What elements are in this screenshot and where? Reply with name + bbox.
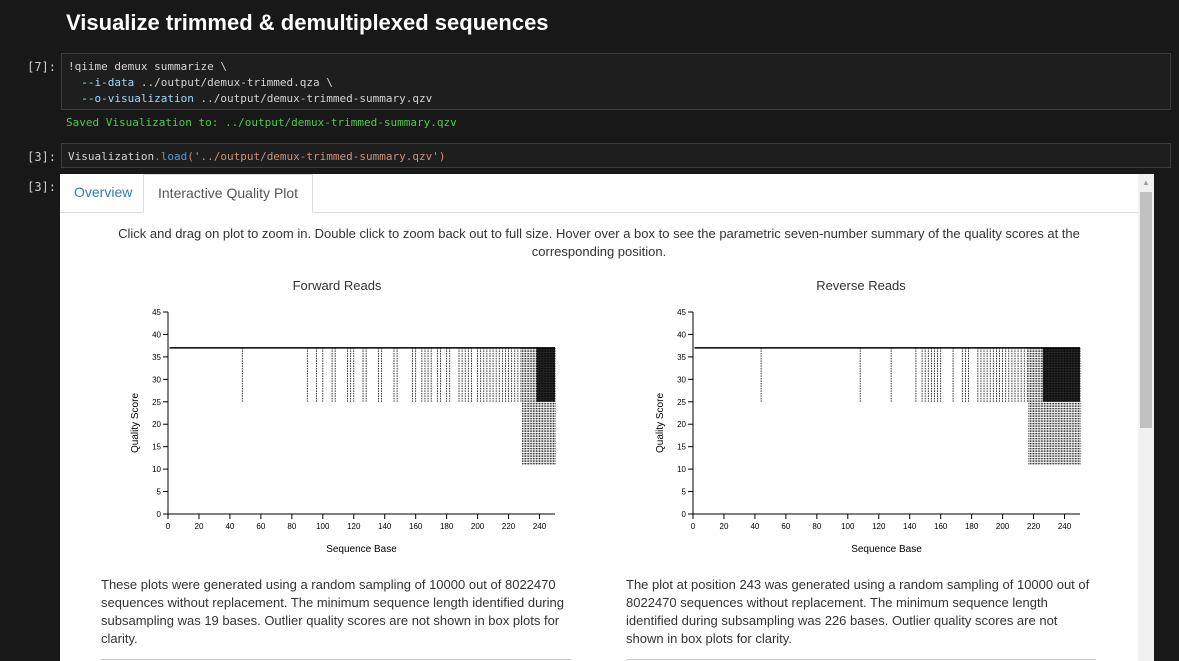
tab-interactive-quality-plot[interactable]: Interactive Quality Plot <box>143 174 314 213</box>
code-cell-load[interactable]: Visualization.load('../output/demux-trim… <box>61 143 1171 168</box>
forward-quality-plot[interactable]: 0 5 10 15 20 25 30 35 40 45 0 20 40 60 80 100 120 140 160 1… <box>90 302 570 562</box>
cell-prompt: [7]: <box>27 60 56 74</box>
x-tick-label: 180 <box>965 522 979 531</box>
tab-bar: Overview Interactive Quality Plot <box>60 174 1138 213</box>
y-tick-label: 20 <box>677 420 686 429</box>
code-flag: --o-visualization <box>68 92 194 105</box>
y-tick-label: 45 <box>677 308 686 317</box>
x-tick-label: 160 <box>409 522 423 531</box>
box-body <box>1042 347 1080 402</box>
cell-output-text: Saved Visualization to: ../output/demux-… <box>66 116 457 129</box>
code-path: ../output/demux-trimmed.qza \ <box>134 76 333 89</box>
y-tick-label: 10 <box>152 465 161 474</box>
divider <box>101 659 571 660</box>
y-tick-label: 15 <box>152 443 161 452</box>
y-tick-label: 0 <box>682 510 687 519</box>
x-tick-label: 220 <box>502 522 516 531</box>
x-tick-label: 200 <box>996 522 1010 531</box>
y-tick-label: 30 <box>152 375 161 384</box>
code-path: ../output/demux-trimmed-summary.qzv <box>193 92 433 105</box>
divider <box>626 659 1096 660</box>
code-argument: ('../output/demux-trimmed-summary.qzv') <box>187 150 446 163</box>
cell-prompt: [3]: <box>27 150 56 164</box>
x-tick-label: 120 <box>347 522 361 531</box>
y-tick-label: 30 <box>677 375 686 384</box>
y-axis-label: Quality Score <box>130 393 141 453</box>
y-axis-label: Quality Score <box>655 393 666 453</box>
y-tick-label: 0 <box>157 510 162 519</box>
notebook-heading: Visualize trimmed & demultiplexed sequen… <box>66 10 549 35</box>
x-tick-label: 100 <box>316 522 330 531</box>
y-tick-label: 40 <box>677 330 686 339</box>
x-tick-label: 80 <box>812 522 821 531</box>
scroll-up-arrow-icon[interactable]: ▲ <box>1142 178 1150 187</box>
x-tick-label: 120 <box>872 522 886 531</box>
reverse-quality-plot[interactable]: 0 5 10 15 20 25 30 35 40 45 0 20 40 60 80 100 120 140 160 1… <box>615 302 1095 562</box>
code-line: !qiime demux summarize \ <box>68 60 227 73</box>
y-tick-label: 25 <box>152 398 161 407</box>
code-flag: --i-data <box>68 76 135 89</box>
y-tick-label: 25 <box>677 398 686 407</box>
code-cell-demux[interactable]: !qiime demux summarize \ --i-data ../out… <box>61 53 1171 110</box>
visualization-frame: Overview Interactive Quality Plot Click … <box>60 174 1154 661</box>
x-tick-label: 220 <box>1027 522 1041 531</box>
code-method: .load <box>154 150 188 163</box>
x-tick-label: 240 <box>533 522 547 531</box>
y-tick-label: 5 <box>157 488 162 497</box>
y-tick-label: 45 <box>152 308 161 317</box>
y-tick-label: 35 <box>677 353 686 362</box>
x-tick-label: 160 <box>934 522 948 531</box>
y-tick-label: 35 <box>152 353 161 362</box>
x-tick-label: 200 <box>471 522 485 531</box>
x-tick-label: 60 <box>256 522 265 531</box>
x-tick-label: 100 <box>841 522 855 531</box>
x-tick-label: 20 <box>195 522 204 531</box>
x-tick-label: 80 <box>287 522 296 531</box>
scrollbar-thumb[interactable] <box>1140 192 1152 428</box>
cell-prompt: [3]: <box>27 180 56 194</box>
scrollbar[interactable]: ▲ <box>1138 174 1154 661</box>
reverse-plot-title: Reverse Reads <box>816 278 906 293</box>
reverse-plot-description: The plot at position 243 was generated u… <box>626 577 1090 646</box>
x-tick-label: 180 <box>440 522 454 531</box>
box-body <box>536 347 555 402</box>
x-axis-label: Sequence Base <box>851 544 922 555</box>
forward-plot-title: Forward Reads <box>292 278 382 293</box>
y-tick-label: 20 <box>152 420 161 429</box>
x-tick-label: 40 <box>750 522 759 531</box>
x-axis-label: Sequence Base <box>326 544 397 555</box>
x-tick-label: 20 <box>720 522 729 531</box>
x-tick-label: 240 <box>1058 522 1072 531</box>
intro-text: Click and drag on plot to zoom in. Doubl… <box>118 226 1080 259</box>
x-tick-label: 60 <box>781 522 790 531</box>
tab-overview[interactable]: Overview <box>74 184 133 200</box>
y-tick-label: 10 <box>677 465 686 474</box>
y-tick-label: 40 <box>152 330 161 339</box>
x-tick-label: 0 <box>166 522 171 531</box>
x-tick-label: 0 <box>691 522 696 531</box>
code-object: Visualization <box>68 150 155 163</box>
forward-plot-description: These plots were generated using a rando… <box>101 577 564 646</box>
y-tick-label: 5 <box>682 488 687 497</box>
x-tick-label: 140 <box>903 522 917 531</box>
x-tick-label: 40 <box>225 522 234 531</box>
x-tick-label: 140 <box>378 522 392 531</box>
y-tick-label: 15 <box>677 443 686 452</box>
